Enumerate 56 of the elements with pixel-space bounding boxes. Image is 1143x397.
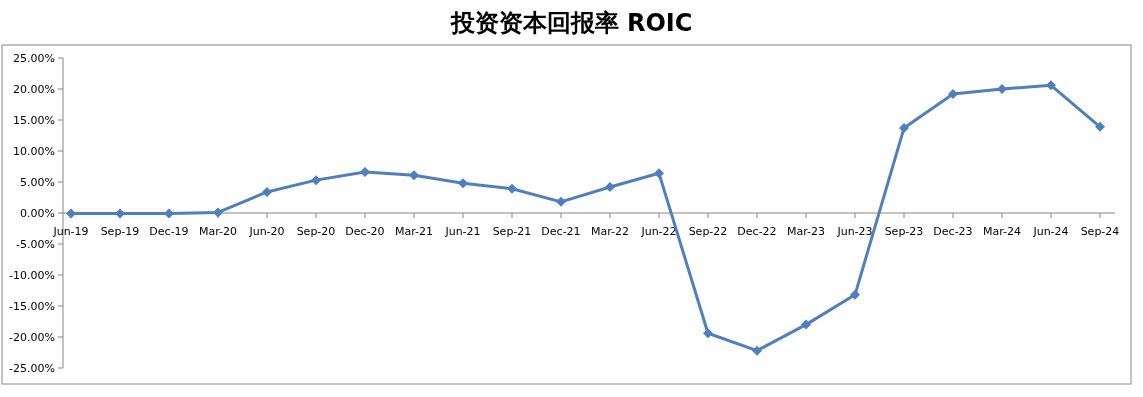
point — [654, 168, 664, 179]
point — [801, 319, 811, 330]
point — [948, 88, 958, 99]
point — [409, 170, 419, 181]
point — [311, 175, 321, 186]
x-tick-label: Jun-19 — [52, 225, 89, 238]
chart-title: 投资资本回报率 ROIC — [449, 9, 693, 37]
y-tick-label: 5.00% — [20, 176, 55, 189]
x-tick-label: Jun-22 — [640, 225, 677, 238]
x-tick-label: Dec-19 — [149, 225, 189, 238]
y-tick-label: 0.00% — [20, 207, 55, 220]
point — [1095, 121, 1105, 132]
point — [507, 183, 517, 194]
x-tick-label: Sep-19 — [100, 225, 140, 238]
x-tick-label: Sep-21 — [492, 225, 532, 238]
point — [752, 345, 762, 356]
x-tick-label: Jun-24 — [1032, 225, 1069, 238]
point — [164, 208, 174, 219]
y-tick-label: -5.00% — [16, 238, 55, 251]
point — [899, 123, 909, 134]
x-tick-label: Sep-24 — [1080, 225, 1120, 238]
point — [262, 186, 272, 197]
x-tick-label: Dec-21 — [541, 225, 581, 238]
x-tick-label: Mar-20 — [198, 225, 238, 238]
point — [850, 289, 860, 300]
x-tick-label: Jun-21 — [444, 225, 481, 238]
point — [997, 84, 1007, 94]
x-tick-label: Mar-21 — [394, 225, 434, 238]
x-tick-label: Jun-23 — [836, 225, 873, 238]
point — [703, 328, 713, 339]
x-tick-label: Mar-22 — [590, 225, 630, 238]
y-tick-label: 20.00% — [13, 83, 55, 96]
x-tick-label: Sep-22 — [688, 225, 728, 238]
point — [458, 178, 468, 189]
x-tick-label: Mar-23 — [786, 225, 826, 238]
x-tick-label: Sep-20 — [296, 225, 336, 238]
y-tick-label: -20.00% — [9, 331, 55, 344]
x-tick-label: Jun-20 — [248, 225, 285, 238]
point — [213, 207, 223, 218]
point — [115, 208, 125, 219]
y-tick-label: 10.00% — [13, 145, 55, 158]
x-tick-label: Sep-23 — [884, 225, 924, 238]
point — [360, 167, 370, 178]
y-tick-label: -10.00% — [9, 269, 55, 282]
y-tick-label: 25.00% — [13, 52, 55, 65]
point — [556, 196, 566, 207]
y-tick-label: -15.00% — [9, 300, 55, 313]
x-tick-label: Mar-24 — [982, 225, 1022, 238]
point — [605, 181, 615, 192]
x-tick-label: Dec-22 — [737, 225, 777, 238]
x-tick-label: Dec-20 — [345, 225, 385, 238]
point — [1046, 80, 1056, 91]
y-tick-label: 15.00% — [13, 114, 55, 127]
x-tick-label: Dec-23 — [933, 225, 973, 238]
y-tick-label: -25.00% — [9, 362, 55, 375]
point — [66, 208, 76, 219]
